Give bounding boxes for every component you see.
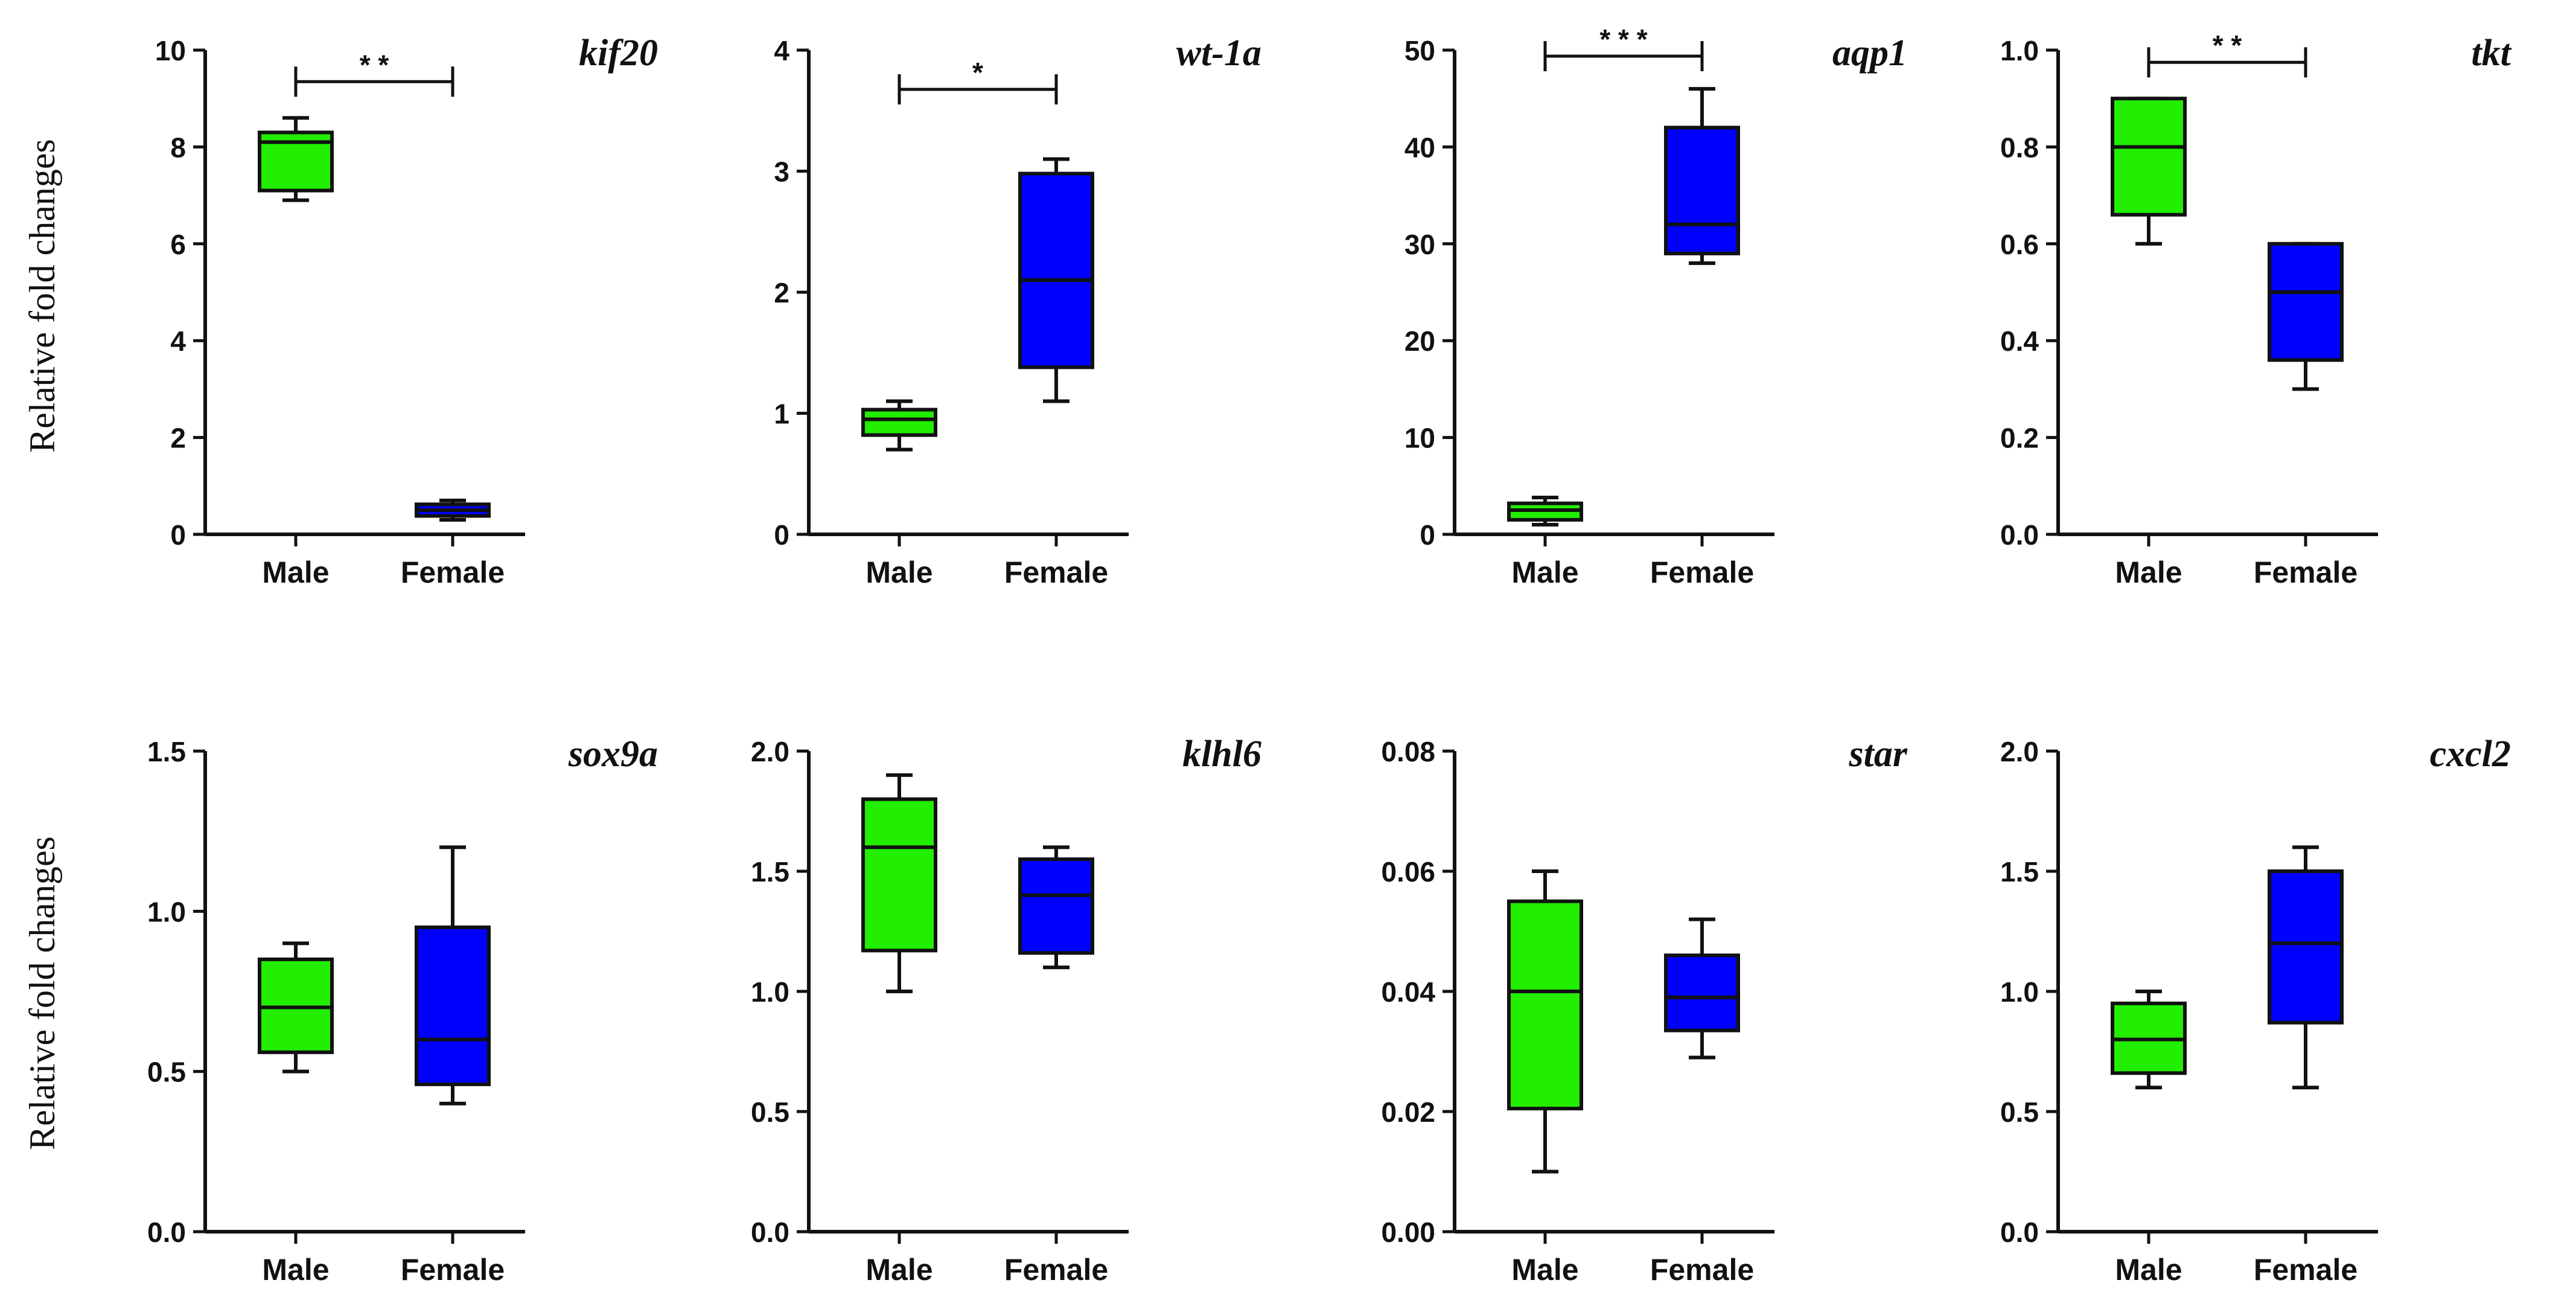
y-tick-label: 20 [1404,325,1435,357]
chart-panels: 0 2 4 6 8 10 Male Female kif20 * * 0 1 2 3 4 Male Female… [147,24,2512,1287]
y-tick-label: 1.0 [751,976,789,1008]
y-tick-label: 1.5 [751,856,789,888]
chart-panel-wt-1a: 0 1 2 3 4 Male Female wt-1a * [774,33,1261,589]
x-category-label-male: Male [2115,1253,2182,1287]
x-category-label-male: Male [1511,1253,1578,1287]
box-male [861,797,937,953]
y-tick-label: 0 [774,519,789,551]
y-tick-label: 6 [170,229,186,260]
y-tick-label: 2.0 [751,736,789,767]
significance-stars: * [972,57,983,88]
box-male [861,408,937,437]
gene-title: kif20 [579,33,658,74]
y-tick-label: 40 [1404,132,1435,163]
box-female [2268,242,2344,362]
y-tick-label: 0 [170,519,186,551]
y-tick-label: 10 [155,35,186,66]
box-female [415,925,491,1086]
y-tick-label: 0.0 [751,1217,789,1248]
y-tick-label: 0.6 [2000,229,2039,260]
y-tick-label: 0.0 [2000,1217,2039,1248]
box-female [1018,171,1094,370]
y-tick-label: 0.04 [1381,976,1435,1008]
y-tick-label: 0.2 [2000,423,2039,454]
y-tick-label: 0 [1420,519,1435,551]
y-tick-label: 0.0 [147,1217,186,1248]
y-tick-label: 1.5 [147,736,186,767]
y-axis-label-row-2: Relative fold changes [22,836,62,1150]
chart-panel-star: 0.00 0.02 0.04 0.06 0.08 Male Female star [1381,734,1907,1287]
x-category-label-male: Male [262,555,329,589]
box-female [2268,869,2344,1025]
gene-title: wt-1a [1176,33,1261,74]
y-tick-label: 0.06 [1381,856,1435,888]
y-tick-label: 10 [1404,423,1435,454]
y-tick-label: 1.5 [2000,856,2039,888]
y-tick-label: 1.0 [2000,976,2039,1008]
x-category-label-female: Female [401,1253,505,1287]
x-category-label-female: Female [1004,555,1108,589]
y-tick-label: 0.4 [2000,325,2039,357]
x-category-label-male: Male [262,1253,329,1287]
gene-title: star [1849,734,1908,775]
chart-panel-kif20: 0 2 4 6 8 10 Male Female kif20 * * [155,33,658,589]
y-tick-label: 0.5 [2000,1096,2039,1128]
significance-stars: * * [2213,30,2242,61]
x-category-label-male: Male [2115,555,2182,589]
y-tick-label: 2.0 [2000,736,2039,767]
y-tick-label: 0.5 [147,1057,186,1088]
x-category-label-male: Male [866,1253,933,1287]
gene-title: tkt [2472,33,2512,74]
y-tick-label: 0.0 [2000,519,2039,551]
y-tick-label: 3 [774,156,789,188]
y-tick-label: 0.02 [1381,1096,1435,1128]
x-category-label-female: Female [1650,555,1754,589]
y-tick-label: 0.00 [1381,1217,1435,1248]
y-tick-label: 0.8 [2000,132,2039,163]
y-tick-label: 1 [774,398,789,430]
y-tick-label: 8 [170,132,186,163]
chart-panel-sox9a: 0.0 0.5 1.0 1.5 Male Female sox9a [147,734,658,1287]
y-tick-label: 50 [1404,35,1435,66]
box-female [1664,126,1740,255]
gene-title: klhl6 [1182,734,1261,775]
chart-panel-cxcl2: 0.0 0.5 1.0 1.5 2.0 Male Female cxcl2 [2000,734,2511,1287]
box-male [1507,899,1583,1111]
x-category-label-female: Female [1004,1253,1108,1287]
x-category-label-male: Male [866,555,933,589]
y-axis-label-row-1: Relative fold changes [22,139,62,453]
x-category-label-male: Male [1511,555,1578,589]
box-female [1018,857,1094,955]
x-category-label-female: Female [2254,1253,2358,1287]
x-category-label-female: Female [401,555,505,589]
gene-title: cxcl2 [2430,734,2511,775]
significance-stars: * * [360,49,389,80]
gene-title: aqp1 [1832,33,1907,74]
x-category-label-female: Female [2254,555,2358,589]
box-female [1664,953,1740,1032]
chart-panel-tkt: 0.0 0.2 0.4 0.6 0.8 1.0 Male Female tkt * * [2000,30,2512,589]
y-tick-label: 0.5 [751,1096,789,1128]
y-tick-label: 30 [1404,229,1435,260]
chart-panel-klhl6: 0.0 0.5 1.0 1.5 2.0 Male Female klhl6 [751,734,1261,1287]
significance-stars: * * * [1599,24,1647,55]
y-tick-label: 1.0 [2000,35,2039,66]
y-tick-label: 4 [774,35,789,66]
y-tick-label: 1.0 [147,896,186,927]
gene-title: sox9a [568,734,658,775]
y-tick-label: 2 [774,277,789,309]
x-category-label-female: Female [1650,1253,1754,1287]
y-tick-label: 0.08 [1381,736,1435,767]
box-male [2111,97,2187,217]
y-tick-label: 2 [170,423,186,454]
chart-panel-aqp1: 0 10 20 30 40 50 Male Female aqp1 * * * [1404,24,1907,589]
y-tick-label: 4 [170,325,186,357]
